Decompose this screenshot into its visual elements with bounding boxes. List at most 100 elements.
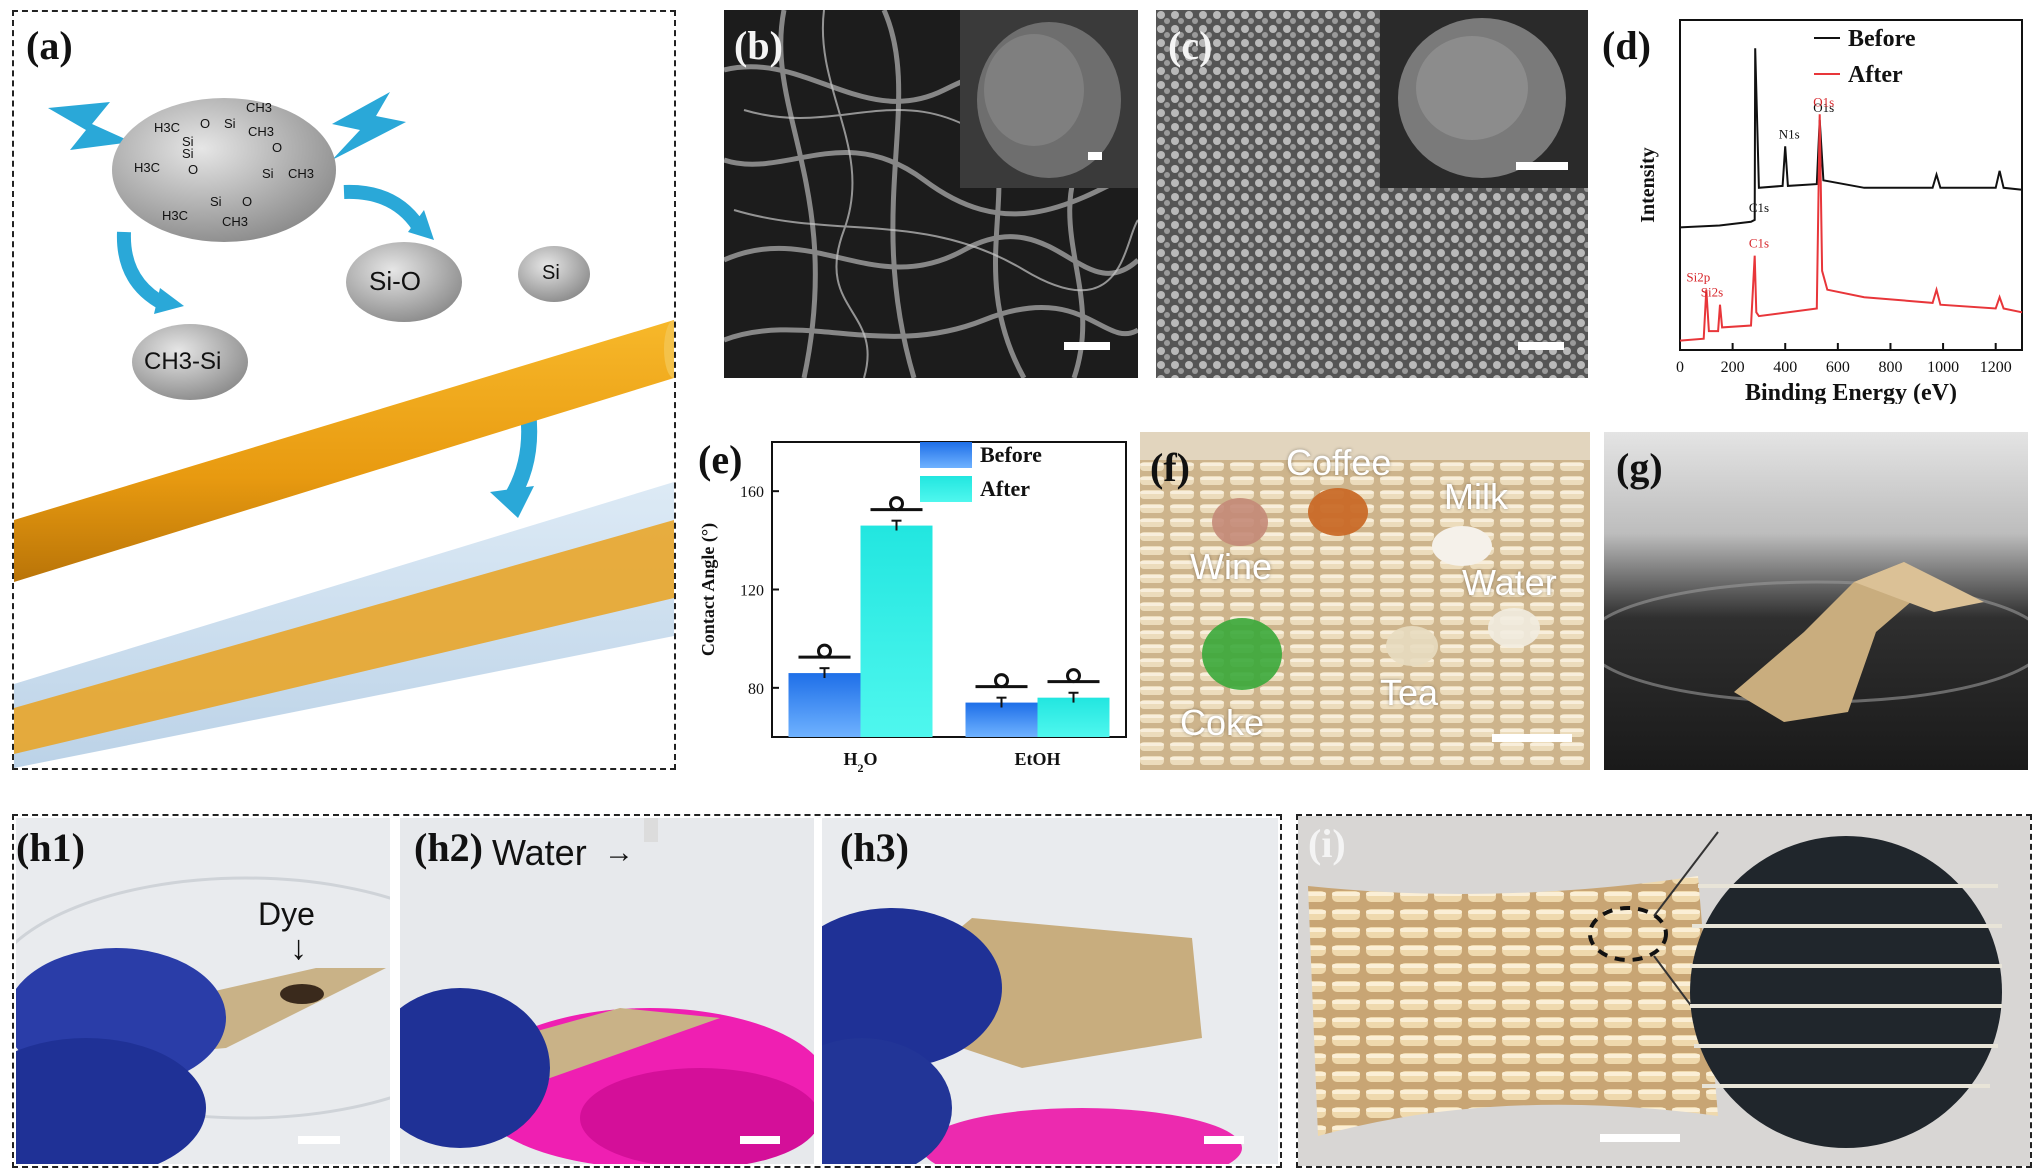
liquid-label-milk: Milk xyxy=(1444,476,1508,517)
plot-frame xyxy=(1679,19,2023,351)
liquid-label-coffee: Coffee xyxy=(1286,442,1392,483)
series-line-after xyxy=(1679,114,2023,342)
panel-label-h1: (h1) xyxy=(16,825,85,870)
panel-i: (i) xyxy=(1296,814,2032,1168)
clean-fabric-photo xyxy=(822,818,1278,1164)
scale-bar xyxy=(1064,342,1110,350)
x-axis-label: Binding Energy (eV) xyxy=(1745,380,1957,404)
x-tick-label: 600 xyxy=(1826,359,1850,376)
x-tick-label: EtOH xyxy=(1014,749,1060,769)
dye-label: Dye xyxy=(258,896,315,932)
water-arrow-icon: → xyxy=(604,836,634,869)
peak-label: C1s xyxy=(1749,236,1769,251)
dye-arrow-icon: ↓ xyxy=(290,930,307,967)
panel-label-b: (b) xyxy=(734,23,783,68)
scale-bar xyxy=(740,1136,780,1144)
panel-e: (e) 80 120 160 Contact Angle (°) H2O EtOH Befo… xyxy=(688,432,1128,780)
peak-label: O1s xyxy=(1813,94,1834,109)
y-tick-label: 80 xyxy=(748,681,764,698)
legend-swatch xyxy=(920,476,972,502)
panel-label-e: (e) xyxy=(698,437,743,482)
woven-fabric-photo xyxy=(1140,432,1590,770)
x-tick-label: 0 xyxy=(1676,359,1684,376)
y-axis-label: Contact Angle (°) xyxy=(698,523,719,656)
panel-d: (d) 0 200 400 600 800 1000 1200 Binding Energy … xyxy=(1592,10,2032,404)
liquid-label-water: Water xyxy=(1462,562,1557,603)
water-rinse-photo xyxy=(400,818,814,1164)
droplet-icon xyxy=(1066,668,1081,684)
scale-bar xyxy=(298,1136,340,1144)
bar-before xyxy=(965,702,1038,737)
xps-chart: 0 200 400 600 800 1000 1200 Binding Energy (eV)… xyxy=(1637,19,2023,404)
x-tick-label: 800 xyxy=(1878,359,1902,376)
fiber xyxy=(14,320,674,582)
stretched-fabric-photo xyxy=(1298,816,2030,1166)
scale-bar xyxy=(1088,152,1102,160)
x-tick-label: 200 xyxy=(1721,359,1745,376)
arrow-icon xyxy=(343,184,424,231)
siloxane-sphere xyxy=(112,98,336,242)
peak-label: Si2p xyxy=(1686,270,1710,285)
bar-after xyxy=(1037,697,1110,737)
panel-label-d: (d) xyxy=(1602,23,1651,68)
panel-g: (g) xyxy=(1604,432,2028,770)
legend-label: Before xyxy=(980,442,1042,467)
panel-f: (f) Coffee Milk Wine Water Coke Tea xyxy=(1140,432,1590,770)
x-tick-label: H2O xyxy=(843,749,877,775)
y-tick-label: 120 xyxy=(740,583,764,600)
x-tick-label: 400 xyxy=(1773,359,1797,376)
legend-swatch xyxy=(920,442,972,468)
droplet-icon xyxy=(994,673,1009,689)
bar-before xyxy=(788,673,861,737)
peak-label: C1s xyxy=(1749,200,1769,215)
panel-label-a: (a) xyxy=(26,23,73,68)
peak-label: Si2s xyxy=(1701,285,1723,300)
y-axis-label: Intensity xyxy=(1637,147,1659,223)
uv-bolt-icon xyxy=(48,102,132,150)
legend-label: After xyxy=(1848,62,1903,88)
floating-fabric-photo xyxy=(1604,432,2028,770)
panel-label-c: (c) xyxy=(1168,23,1213,68)
x-tick-label: 1200 xyxy=(1980,359,2012,376)
liquid-label-wine: Wine xyxy=(1190,546,1273,587)
scale-bar xyxy=(1204,1136,1244,1144)
panel-label-f: (f) xyxy=(1150,445,1190,490)
si-sphere xyxy=(518,246,590,302)
sem-image-b xyxy=(724,10,1138,378)
panel-label-g: (g) xyxy=(1616,445,1663,490)
fragment-ch3si: CH3-Si xyxy=(144,348,222,375)
droplet-icon xyxy=(889,496,904,512)
sio-sphere xyxy=(346,242,462,322)
contact-angle-chart: 80 120 160 Contact Angle (°) H2O EtOH Before Af… xyxy=(698,441,1127,775)
panel-c: (c) xyxy=(1156,10,1588,378)
peak-label: N1s xyxy=(1779,126,1800,141)
legend-label: After xyxy=(980,476,1030,501)
liquid-label-coke: Coke xyxy=(1180,702,1265,743)
peak-label: O1s xyxy=(1813,100,1834,115)
sem-image-c xyxy=(1156,10,1588,378)
schematic-a xyxy=(14,92,674,768)
panel-h1: (h1) Dye ↓ xyxy=(16,818,390,1164)
panel-h-group xyxy=(12,814,1282,1168)
panel-h2: (h2) Water → xyxy=(400,818,814,1164)
x-tick-label: 1000 xyxy=(1927,359,1959,376)
droplet-icon xyxy=(817,643,832,659)
liquid-label-tea: Tea xyxy=(1380,672,1439,713)
legend-label: Before xyxy=(1848,26,1916,52)
panel-label-h3: (h3) xyxy=(840,825,909,870)
panel-a: (a) xyxy=(12,10,676,770)
scale-bar xyxy=(1516,162,1568,170)
water-label: Water xyxy=(492,832,587,873)
molecule-labels: H3C O Si CH3 Si CH3 H3C O Si O Si CH3 H3… xyxy=(134,100,315,229)
fragment-sio: Si-O xyxy=(369,266,421,296)
arrow-icon xyxy=(116,231,168,311)
scale-bar xyxy=(1600,1134,1680,1142)
scale-bar xyxy=(1492,734,1572,742)
panel-h3: (h3) xyxy=(822,818,1278,1164)
panel-label-h2: (h2) xyxy=(414,825,483,870)
panel-label-i: (i) xyxy=(1308,821,1346,866)
fragment-si: Si xyxy=(542,262,560,284)
ch3si-sphere xyxy=(132,324,248,400)
dye-fabric-photo xyxy=(16,818,390,1164)
scale-bar xyxy=(1518,342,1564,350)
